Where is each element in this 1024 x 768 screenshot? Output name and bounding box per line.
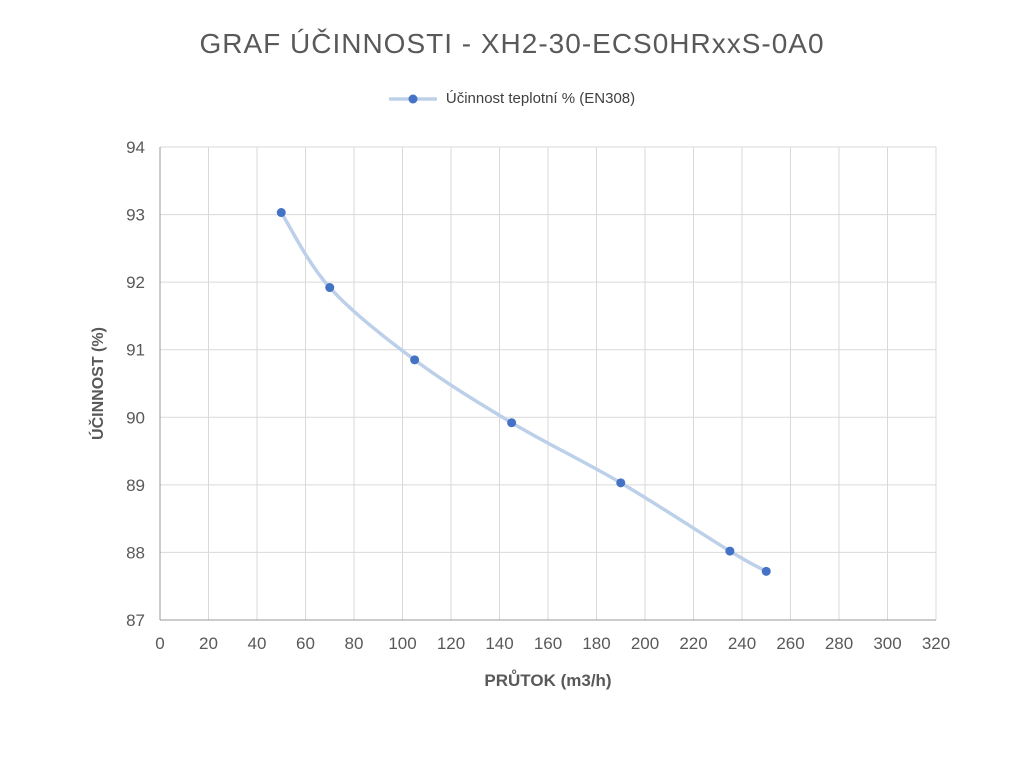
gridlines xyxy=(160,146,937,620)
legend-line-marker-icon xyxy=(388,93,437,105)
chart-title: GRAF ÚČINNOSTI - XH2-30-ECS0HRxxS-0A0 xyxy=(199,28,825,59)
x-tick-label: 120 xyxy=(437,634,465,653)
data-point xyxy=(725,546,735,556)
x-tick-label: 160 xyxy=(534,634,562,653)
y-tick-label: 89 xyxy=(126,476,145,495)
y-axis-tick-labels: 87 88 89 90 91 92 93 94 xyxy=(126,138,145,630)
data-point xyxy=(276,208,286,218)
data-point xyxy=(761,566,771,576)
x-tick-label: 20 xyxy=(199,634,218,653)
y-tick-label: 92 xyxy=(126,273,145,292)
data-point xyxy=(507,418,517,428)
x-axis-tick-labels: 0 20 40 60 80 100 120 140 160 180 200 220 240 260 280 3… xyxy=(155,634,950,653)
x-tick-label: 60 xyxy=(296,634,315,653)
y-tick-label: 93 xyxy=(126,206,145,225)
x-tick-label: 240 xyxy=(728,634,756,653)
axis-lines xyxy=(159,147,936,621)
x-tick-label: 40 xyxy=(248,634,267,653)
x-tick-label: 80 xyxy=(345,634,364,653)
y-tick-label: 88 xyxy=(126,543,145,562)
legend-series-label: Účinnost teplotní % (EN308) xyxy=(445,90,636,107)
x-tick-label: 180 xyxy=(582,634,610,653)
x-tick-label: 300 xyxy=(873,634,901,653)
y-tick-label: 90 xyxy=(126,408,145,427)
x-tick-label: 0 xyxy=(155,634,164,653)
data-point xyxy=(410,355,420,365)
data-point xyxy=(616,478,626,488)
x-tick-label: 280 xyxy=(825,634,853,653)
x-tick-label: 220 xyxy=(679,634,707,653)
data-point xyxy=(325,283,335,293)
x-tick-label: 200 xyxy=(631,634,659,653)
series-markers xyxy=(276,208,771,576)
y-axis-title: ÚČINNOST (%) xyxy=(88,327,107,440)
y-tick-label: 87 xyxy=(126,611,145,630)
y-tick-label: 94 xyxy=(126,138,145,157)
x-axis-title: PRŮTOK (m3/h) xyxy=(484,670,611,690)
x-tick-label: 260 xyxy=(776,634,804,653)
legend: Účinnost teplotní % (EN308) xyxy=(0,90,1024,107)
x-tick-label: 140 xyxy=(485,634,513,653)
x-tick-label: 100 xyxy=(388,634,416,653)
legend-marker-dot xyxy=(408,94,418,103)
y-tick-label: 91 xyxy=(126,341,145,360)
x-tick-label: 320 xyxy=(922,634,950,653)
